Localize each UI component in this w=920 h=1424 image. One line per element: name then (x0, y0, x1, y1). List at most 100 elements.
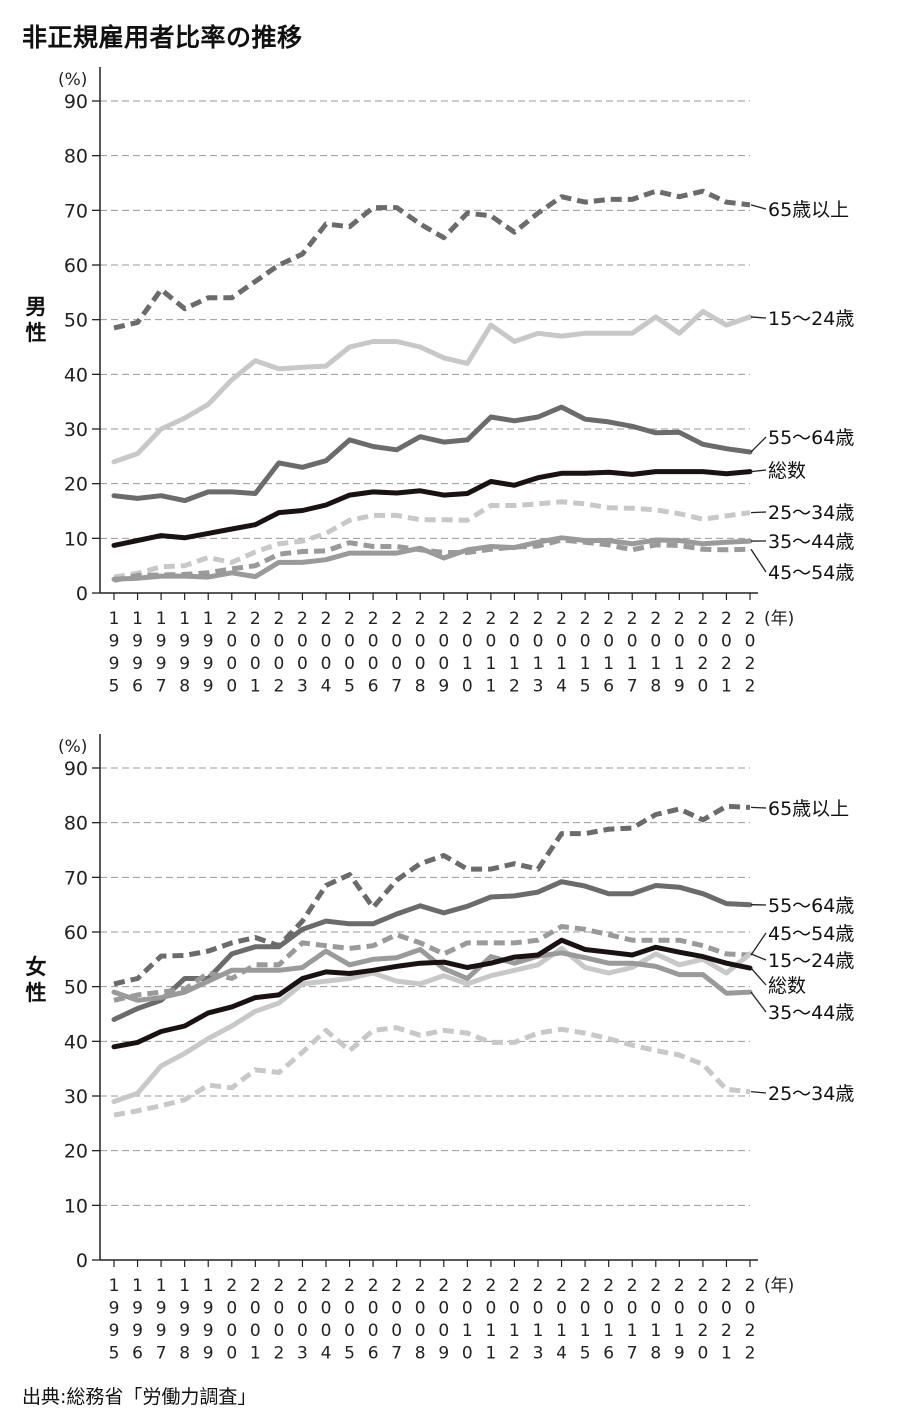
y-tick-label: 20 (64, 1141, 88, 1163)
end-label: 25～34歳 (768, 1083, 854, 1105)
end-label-leader (750, 469, 767, 473)
end-label: 15～24歳 (768, 950, 854, 972)
x-axis-unit: (年) (764, 1276, 794, 1296)
y-tick-label: 10 (64, 1195, 88, 1217)
y-tick-label: 40 (64, 1031, 88, 1053)
y-tick-label: 30 (64, 1086, 88, 1108)
series-line-25～34歳 (113, 499, 751, 580)
y-tick-label: 30 (64, 419, 88, 441)
source-note: 出典:総務省「労働力調査」 (22, 1386, 257, 1408)
end-label: 55～64歳 (768, 427, 854, 449)
end-label-leader (750, 548, 767, 573)
end-label: 総数 (768, 975, 806, 997)
end-label-leader (750, 511, 767, 514)
y-tick-label: 40 (64, 364, 88, 386)
series-line-45～54歳 (113, 537, 751, 583)
y-tick-label: 50 (64, 310, 88, 332)
end-label: 45～54歳 (768, 562, 854, 584)
y-tick-label: 10 (64, 528, 88, 550)
y-axis-unit: (%) (58, 737, 87, 757)
y-axis-unit: (%) (58, 70, 87, 90)
end-label-leader (750, 204, 767, 210)
page-title: 非正規雇用者比率の推移 (22, 23, 303, 52)
end-label-leader (750, 932, 767, 956)
y-tick-label: 50 (64, 977, 88, 999)
end-label: 総数 (768, 460, 806, 482)
men-line-chart: 0 10 20 30 40 50 60 70 80 90(%) 1 9 9 5 1 9 9 6 1 9 9 7 1 9 9 8 1 9… (26, 67, 854, 697)
end-label-leader (750, 436, 767, 453)
series-line-25～34歳 (113, 1025, 751, 1118)
y-tick-label: 60 (64, 255, 88, 277)
series-line-15～24歳 (111, 309, 753, 465)
y-tick-label: 80 (64, 813, 88, 835)
end-label-leader (750, 316, 767, 319)
y-tick-label: 70 (64, 200, 88, 222)
y-tick-label: 0 (76, 1250, 88, 1272)
end-label: 45～54歳 (768, 923, 854, 945)
series-line-15～24歳 (111, 945, 753, 1104)
series-line-総数 (111, 937, 753, 1050)
series-line-35～44歳 (111, 947, 753, 1003)
y-tick-label: 60 (64, 922, 88, 944)
series-line-総数 (111, 469, 753, 548)
end-label: 55～64歳 (768, 895, 854, 917)
end-label: 65歳以上 (768, 199, 849, 221)
panel-label: 女性 (26, 955, 47, 1005)
end-label-leader (750, 1090, 767, 1094)
end-label: 25～34歳 (768, 502, 854, 524)
series-line-65歳以上 (113, 803, 751, 987)
y-tick-label: 0 (76, 583, 88, 605)
y-tick-label: 90 (64, 758, 88, 780)
end-label-leader (750, 991, 767, 1013)
end-label-leader (750, 953, 767, 961)
series-line-55～64歳 (111, 879, 753, 1022)
